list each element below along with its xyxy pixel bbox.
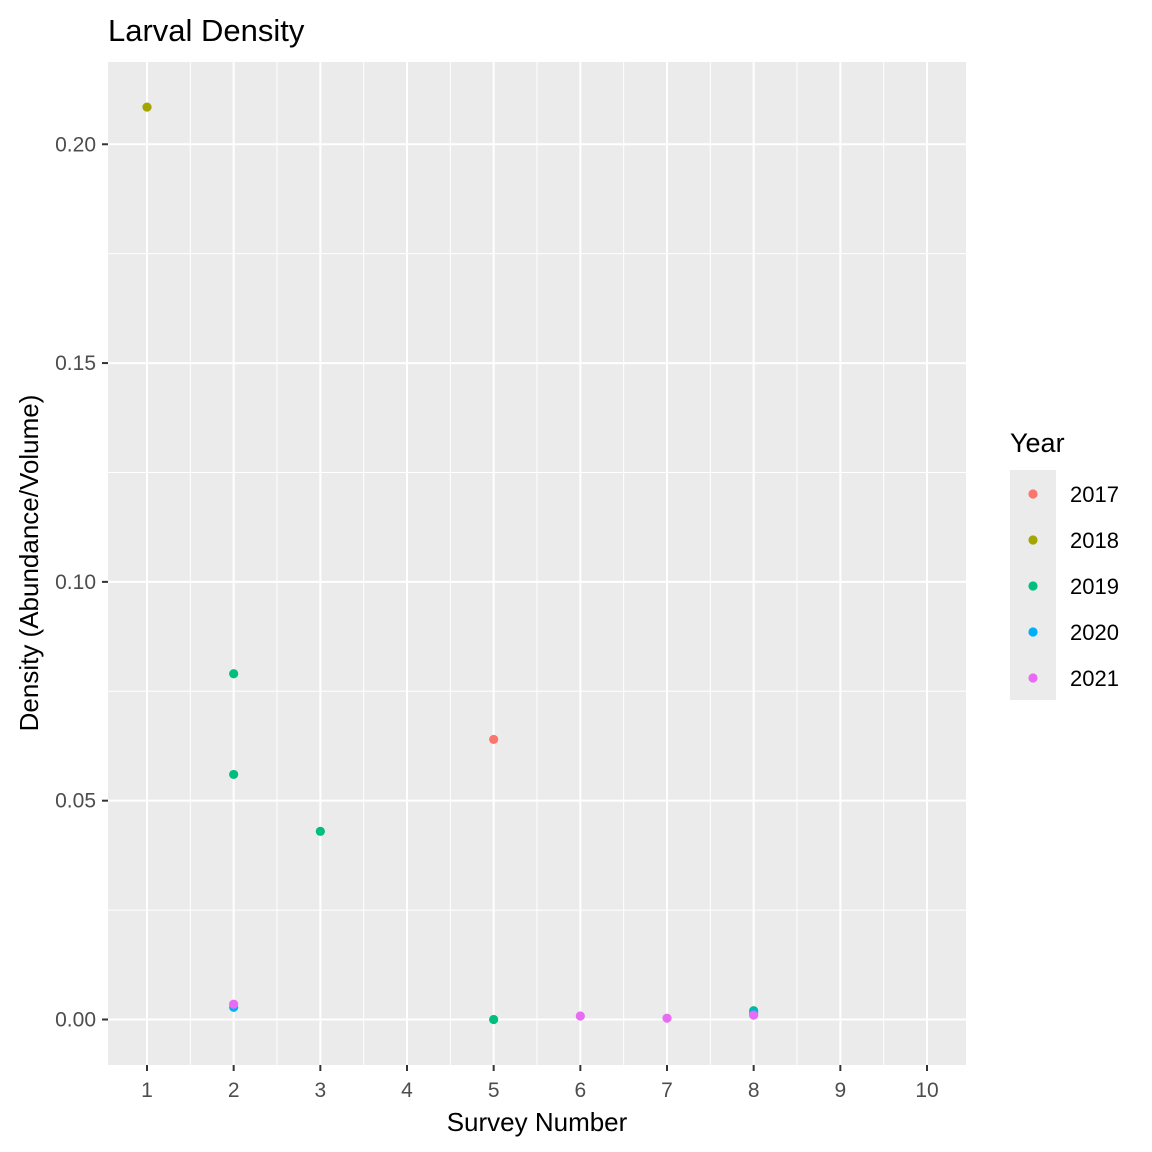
data-point-2021 <box>749 1010 759 1020</box>
legend-label-2019: 2019 <box>1070 574 1119 599</box>
legend-label-2018: 2018 <box>1070 528 1119 553</box>
legend-items: 2017 2018 2019 2020 2021 <box>1028 482 1119 691</box>
x-tick-label: 6 <box>574 1079 586 1102</box>
x-tick-label: 3 <box>314 1079 326 1102</box>
legend-key-2020 <box>1028 627 1038 637</box>
y-tick-label: 0.00 <box>55 1008 96 1031</box>
data-point-2017 <box>489 734 499 745</box>
legend-title: Year <box>1010 428 1065 458</box>
chart-title: Larval Density <box>108 13 305 48</box>
minor-gridlines <box>108 62 966 1065</box>
legend-label-2021: 2021 <box>1070 666 1119 691</box>
legend-label-2017: 2017 <box>1070 482 1119 507</box>
legend-key-2018 <box>1028 535 1038 545</box>
x-tick-label: 9 <box>834 1079 846 1102</box>
x-tick-label: 10 <box>915 1079 938 1102</box>
data-point-2021 <box>229 999 239 1009</box>
y-tick-label: 0.05 <box>55 790 96 813</box>
x-tick-label: 2 <box>228 1079 240 1102</box>
x-axis-title: Survey Number <box>447 1107 628 1137</box>
y-axis-ticks: 0.00 0.05 0.10 0.15 0.20 <box>55 133 108 1031</box>
legend: Year 2017 2018 2019 2020 2021 <box>1010 428 1119 700</box>
y-tick-label: 0.20 <box>55 133 96 156</box>
x-tick-label: 7 <box>661 1079 673 1102</box>
data-point-2019 <box>229 769 239 780</box>
data-point-2019 <box>489 1014 499 1025</box>
y-tick-label: 0.15 <box>55 352 96 375</box>
x-axis-ticks: 1 2 3 4 5 6 7 8 9 10 <box>141 1065 939 1102</box>
major-gridlines <box>108 62 966 1065</box>
legend-key-2019 <box>1028 581 1038 591</box>
x-tick-label: 1 <box>141 1079 153 1102</box>
x-tick-label: 8 <box>748 1079 760 1102</box>
x-tick-label: 5 <box>488 1079 500 1102</box>
legend-key-2017 <box>1028 489 1038 499</box>
data-point-2018 <box>142 102 152 112</box>
data-point-2019 <box>229 669 239 679</box>
data-point-2019 <box>315 826 325 836</box>
data-point-2021 <box>662 1013 672 1023</box>
y-axis-title: Density (Abundance/Volume) <box>14 395 44 732</box>
data-points <box>142 102 759 1025</box>
data-point-2021 <box>575 1011 585 1021</box>
legend-label-2020: 2020 <box>1070 620 1119 645</box>
x-tick-label: 4 <box>401 1079 413 1102</box>
y-tick-label: 0.10 <box>55 571 96 594</box>
legend-key-2021 <box>1028 673 1038 683</box>
